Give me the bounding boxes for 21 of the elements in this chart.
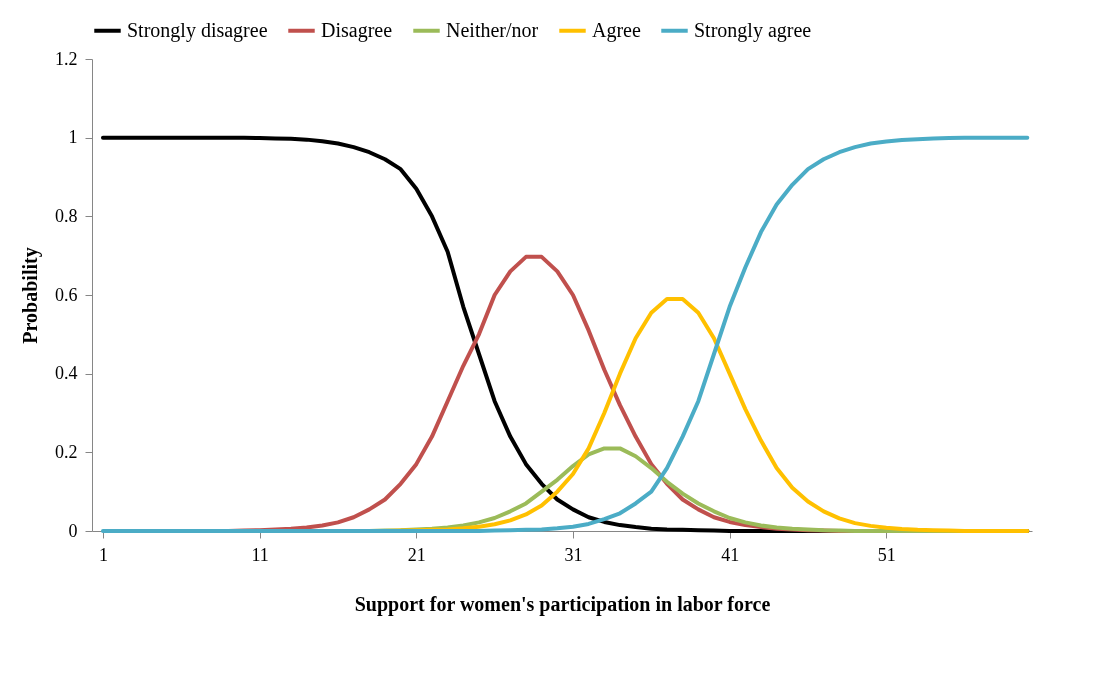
x-tick-label: 1	[98, 544, 108, 565]
y-tick-label: 0.2	[55, 441, 78, 462]
y-tick-label: 0.8	[55, 205, 78, 226]
legend-label: Disagree	[321, 18, 393, 42]
x-tick-label: 31	[564, 544, 583, 565]
x-axis-title: Support for women's participation in labor force	[354, 592, 771, 616]
x-tick-label: 51	[877, 544, 896, 565]
y-axis-title: Probability	[19, 247, 42, 344]
y-tick-label: 0.6	[55, 284, 78, 305]
y-tick-label: 1	[68, 127, 78, 148]
y-tick-label: 1.2	[55, 48, 78, 69]
legend-label: Strongly disagree	[127, 18, 268, 42]
legend-label: Strongly agree	[694, 18, 812, 42]
legend-label: Neither/nor	[446, 18, 539, 41]
legend-label: Agree	[592, 18, 641, 42]
x-tick-label: 21	[407, 544, 426, 565]
y-tick-label: 0.4	[55, 363, 78, 384]
y-tick-label: 0	[68, 520, 78, 541]
x-tick-label: 41	[721, 544, 740, 565]
x-tick-label: 11	[251, 544, 269, 565]
line-series	[100, 135, 1030, 533]
